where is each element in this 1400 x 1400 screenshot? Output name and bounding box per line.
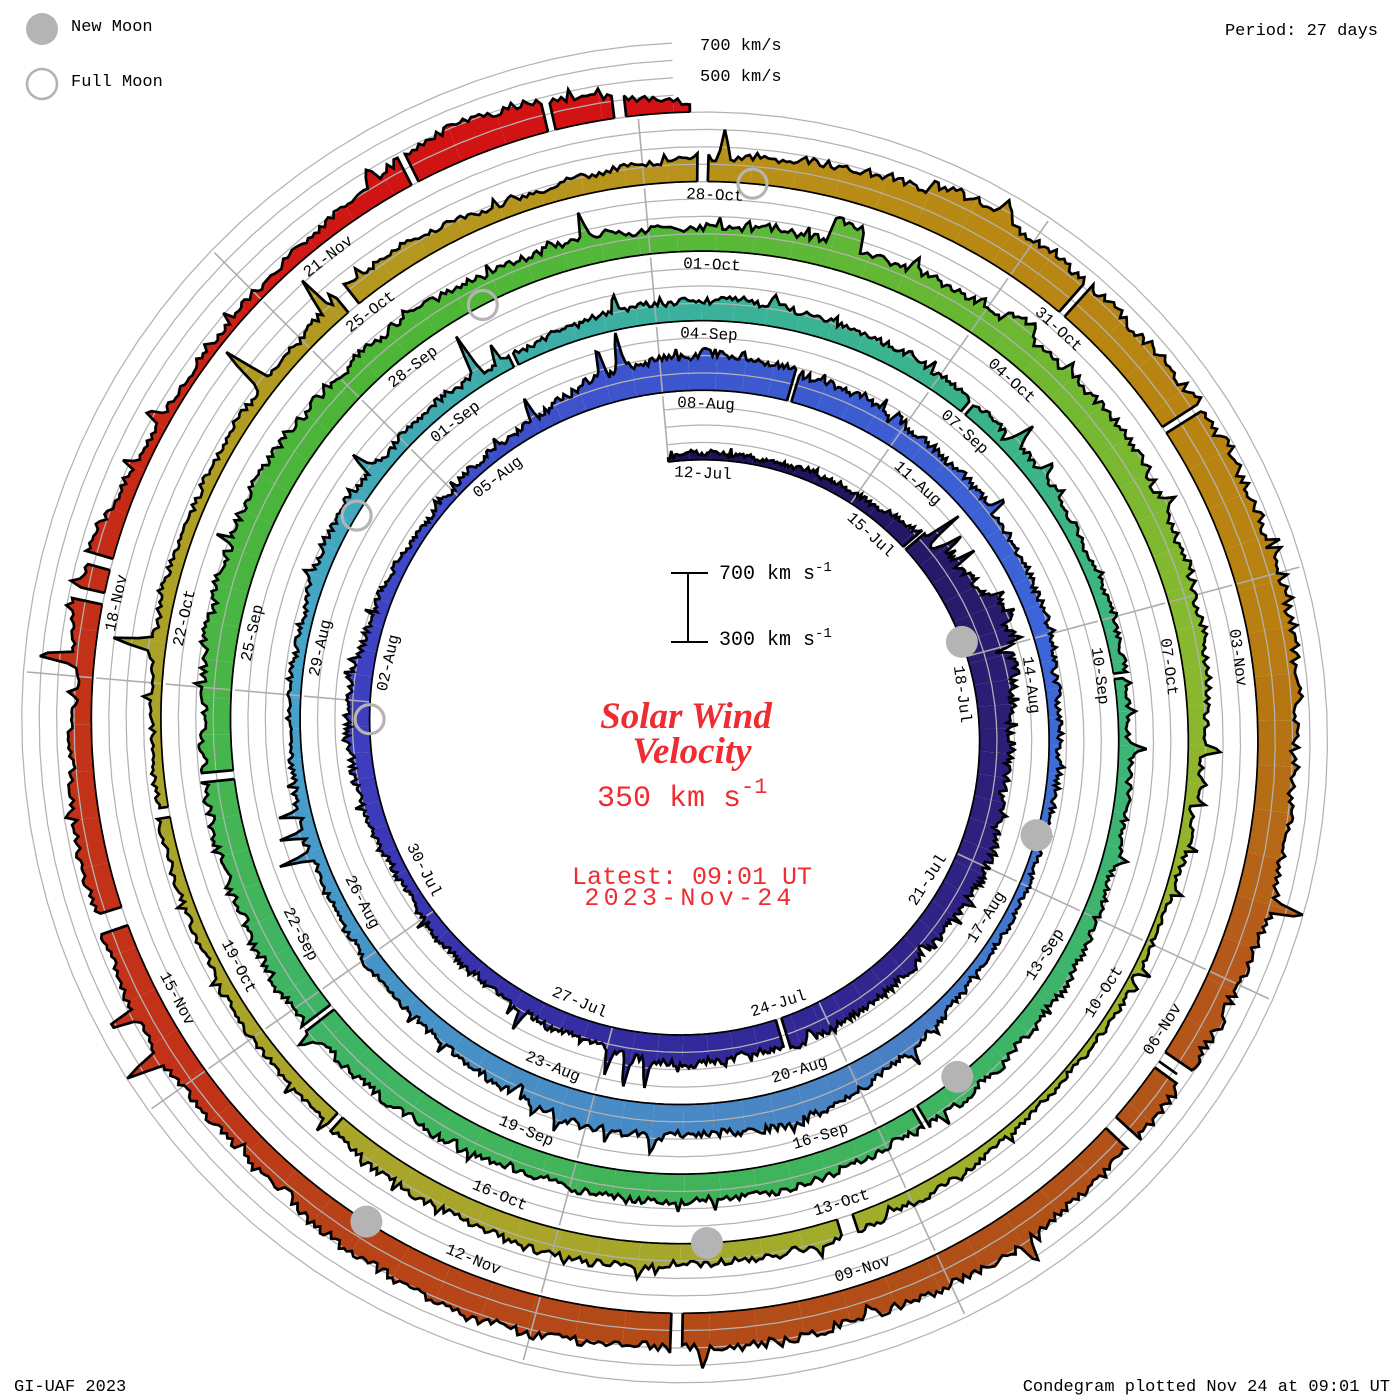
svg-text:GI-UAF 2023: GI-UAF 2023	[14, 1378, 126, 1397]
svg-text:04-Sep: 04-Sep	[680, 324, 738, 344]
svg-text:Full Moon: Full Moon	[71, 73, 163, 92]
svg-text:Velocity: Velocity	[632, 731, 752, 772]
svg-text:28-Oct: 28-Oct	[686, 185, 744, 205]
svg-text:350 km s-1: 350 km s-1	[597, 775, 767, 816]
svg-text:500 km/s: 500 km/s	[700, 68, 782, 87]
svg-text:Condegram plotted Nov 24 at 09: Condegram plotted Nov 24 at 09:01 UT	[1023, 1378, 1390, 1397]
svg-text:Period: 27 days: Period: 27 days	[1225, 22, 1378, 41]
svg-text:01-Oct: 01-Oct	[683, 255, 741, 275]
svg-text:08-Aug: 08-Aug	[677, 394, 735, 414]
svg-text:New Moon: New Moon	[71, 18, 153, 37]
svg-text:12-Jul: 12-Jul	[674, 464, 732, 484]
svg-text:700 km/s: 700 km/s	[700, 37, 782, 56]
svg-text:Solar Wind: Solar Wind	[600, 696, 772, 737]
svg-text:2023-Nov-24: 2023-Nov-24	[584, 884, 795, 913]
svg-text:700 km s-1: 700 km s-1	[719, 560, 832, 586]
svg-text:300 km s-1: 300 km s-1	[719, 626, 832, 652]
svg-text:Latest: 09:01 UT: Latest: 09:01 UT	[572, 863, 812, 892]
